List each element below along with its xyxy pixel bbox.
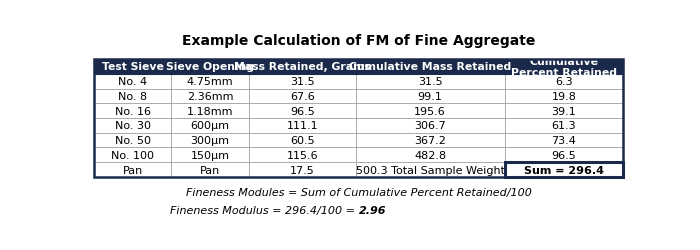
Bar (505, 104, 624, 118)
Bar (505, 162, 624, 177)
Text: 31.5: 31.5 (290, 77, 314, 87)
Bar (356, 60, 505, 74)
Text: 195.6: 195.6 (414, 106, 446, 116)
Bar (94, 162, 172, 177)
Bar (505, 74, 624, 89)
Text: Cumulative Mass Retained: Cumulative Mass Retained (349, 62, 511, 72)
Text: Sieve Opening: Sieve Opening (166, 62, 254, 72)
Text: 111.1: 111.1 (286, 121, 318, 131)
Bar (248, 133, 356, 148)
Text: Pan: Pan (122, 165, 143, 175)
Bar (356, 133, 505, 148)
Text: Sum = 296.4: Sum = 296.4 (524, 165, 604, 175)
Text: 61.3: 61.3 (552, 121, 576, 131)
Bar (172, 104, 248, 118)
Bar (505, 148, 624, 162)
Bar (94, 133, 172, 148)
Text: 17.5: 17.5 (290, 165, 314, 175)
Text: 500.3 Total Sample Weight: 500.3 Total Sample Weight (356, 165, 505, 175)
Bar (94, 148, 172, 162)
Text: No. 100: No. 100 (111, 150, 154, 160)
Text: 19.8: 19.8 (552, 92, 576, 102)
Text: 367.2: 367.2 (414, 136, 446, 145)
Bar (248, 60, 356, 74)
Text: 1.18mm: 1.18mm (187, 106, 233, 116)
Bar (172, 60, 248, 74)
Text: 300μm: 300μm (190, 136, 230, 145)
Bar (356, 104, 505, 118)
Text: 150μm: 150μm (190, 150, 230, 160)
Text: Pan: Pan (200, 165, 220, 175)
Bar (94, 60, 624, 177)
Text: 2.96: 2.96 (358, 205, 386, 215)
Text: 67.6: 67.6 (290, 92, 314, 102)
Bar (94, 60, 172, 74)
Bar (356, 148, 505, 162)
Bar (94, 74, 172, 89)
Bar (505, 60, 624, 74)
Text: 6.3: 6.3 (555, 77, 573, 87)
Text: Test Sieve: Test Sieve (102, 62, 164, 72)
Bar (248, 118, 356, 133)
Text: 2.36mm: 2.36mm (187, 92, 233, 102)
Bar (248, 89, 356, 104)
Bar (172, 148, 248, 162)
Bar (356, 118, 505, 133)
Text: Fineness Modulus = 296.4/100 =: Fineness Modulus = 296.4/100 = (170, 205, 358, 215)
Text: No. 50: No. 50 (115, 136, 150, 145)
Bar (172, 89, 248, 104)
Bar (356, 89, 505, 104)
Bar (94, 89, 172, 104)
Text: 96.5: 96.5 (552, 150, 576, 160)
Text: 115.6: 115.6 (286, 150, 318, 160)
Bar (172, 74, 248, 89)
Bar (248, 74, 356, 89)
Text: 73.4: 73.4 (552, 136, 576, 145)
Bar (248, 104, 356, 118)
Bar (94, 118, 172, 133)
Text: 31.5: 31.5 (418, 77, 442, 87)
Text: Fineness Modules = Sum of Cumulative Percent Retained/100: Fineness Modules = Sum of Cumulative Per… (186, 188, 532, 198)
Text: 306.7: 306.7 (414, 121, 446, 131)
Text: No. 8: No. 8 (118, 92, 147, 102)
Text: 99.1: 99.1 (418, 92, 442, 102)
Bar (505, 118, 624, 133)
Bar (248, 148, 356, 162)
Bar (356, 162, 505, 177)
Text: Mass Retained, Grams: Mass Retained, Grams (234, 62, 370, 72)
Text: No. 16: No. 16 (115, 106, 150, 116)
Text: No. 4: No. 4 (118, 77, 147, 87)
Text: 60.5: 60.5 (290, 136, 314, 145)
Text: 96.5: 96.5 (290, 106, 314, 116)
Bar (94, 104, 172, 118)
Text: Example Calculation of FM of Fine Aggregate: Example Calculation of FM of Fine Aggreg… (182, 34, 536, 48)
Text: No. 30: No. 30 (115, 121, 150, 131)
Text: 600μm: 600μm (190, 121, 230, 131)
Bar (172, 118, 248, 133)
Text: 482.8: 482.8 (414, 150, 446, 160)
Bar (172, 162, 248, 177)
Bar (505, 89, 624, 104)
Text: 39.1: 39.1 (552, 106, 576, 116)
Text: 4.75mm: 4.75mm (187, 77, 233, 87)
Bar (505, 133, 624, 148)
Bar (356, 74, 505, 89)
Bar (172, 133, 248, 148)
Text: Cumulative
Percent Retained: Cumulative Percent Retained (511, 56, 617, 78)
Bar (248, 162, 356, 177)
